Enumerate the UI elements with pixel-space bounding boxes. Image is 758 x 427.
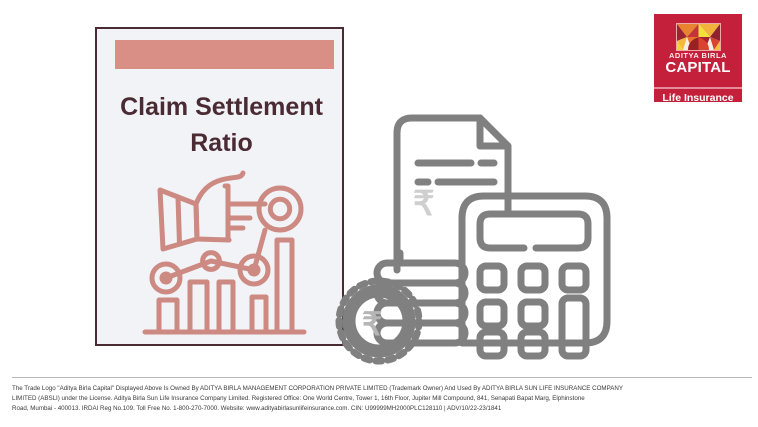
svg-text:₹: ₹ [362,306,382,342]
svg-text:₹: ₹ [413,185,435,223]
